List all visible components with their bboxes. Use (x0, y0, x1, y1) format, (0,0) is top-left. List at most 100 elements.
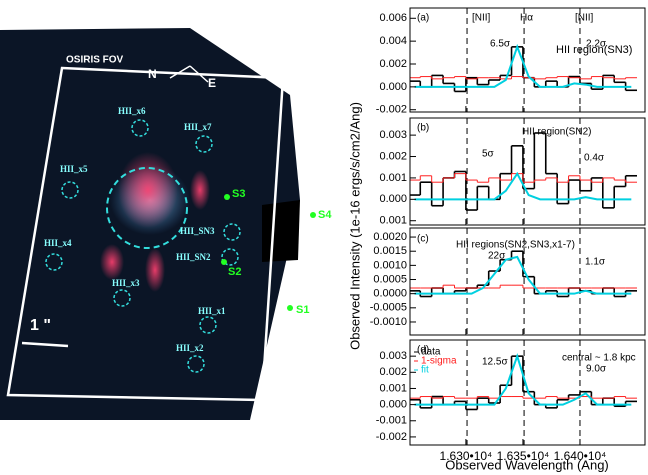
annotation: 22σ (488, 251, 506, 262)
source-dot (221, 259, 227, 265)
source-dot (224, 194, 230, 200)
image-label: S3 (232, 188, 245, 200)
y-tick-label: -0.0010 (370, 316, 407, 328)
image-label: N (148, 67, 157, 81)
annotation: 2.2σ (586, 39, 607, 50)
region-circle (199, 316, 217, 334)
region-circle (187, 355, 205, 373)
region-circle (221, 248, 239, 266)
image-label: HII_x3 (112, 278, 140, 288)
region-circle (195, 135, 213, 153)
image-label: S1 (296, 304, 309, 316)
annotation: (d) (417, 345, 429, 356)
y-tick-label: 0.0020 (373, 231, 407, 243)
image-label: OSIRIS FOV (66, 55, 124, 66)
y-tick-label: -0.0005 (370, 302, 407, 314)
image-label: HII_x5 (60, 164, 88, 174)
image-label: 1 " (30, 317, 51, 334)
annotation: (c) (417, 234, 429, 245)
image-label: S2 (228, 266, 241, 278)
annotation: central ~ 1.8 kpc (562, 353, 636, 364)
annotation: [NII] (472, 13, 491, 24)
y-tick-label: 0.001 (379, 382, 407, 394)
image-label: HII_SN3 (180, 226, 215, 236)
source-dot (310, 212, 316, 218)
y-tick-label: -0.002 (376, 431, 407, 443)
frame (409, 7, 646, 113)
y-tick-label: 0.000 (379, 399, 407, 411)
y-tick-label: -0.001 (376, 415, 407, 427)
y-tick-label: -0.002 (376, 104, 407, 116)
annotation: 5σ (482, 149, 495, 160)
fov-box (6, 66, 285, 402)
annotation: 12.5σ (482, 357, 508, 368)
annotation: HII region(SN3) (556, 44, 632, 56)
image-label: E (208, 76, 216, 90)
annotation: HII region(SN2) (522, 127, 591, 138)
x-tick-label: 1.640•10⁴ (554, 449, 607, 463)
annotation: HII regions(SN2,SN3,x1-7) (456, 240, 575, 251)
scale-bar (21, 341, 69, 348)
annotation: [NII] (575, 13, 594, 24)
y-tick-label: 0.006 (379, 12, 407, 24)
image-label: S4 (318, 209, 332, 221)
region-circle (131, 119, 149, 137)
annotation: (a) (417, 13, 429, 24)
y-tick-label: 0.002 (379, 58, 407, 70)
legend-label: data (421, 347, 441, 358)
annotation: 1.1σ (585, 257, 606, 268)
blob (190, 170, 210, 210)
sky-image: OSIRIS FOV N E HII_x6 HII_x7 HII_x5 S3 S4 HII_SN… (0, 28, 332, 420)
region-circle (113, 289, 131, 307)
y-tick-label: 0.000 (379, 193, 407, 205)
region-circle (223, 223, 241, 241)
y-tick-label: 0.0010 (373, 259, 407, 271)
compass (169, 65, 209, 83)
image-label: HII_x6 (118, 106, 146, 116)
annotation: 9.0σ (586, 364, 607, 375)
y-axis-label: Observed Intensity (1e-16 ergs/s/cm2/Ang… (347, 102, 362, 350)
legend-label: fit (421, 365, 429, 376)
frame (409, 227, 646, 336)
central-circle (106, 167, 188, 249)
y-tick-label: 0.0015 (373, 245, 407, 257)
y-tick-label: 0.0005 (373, 273, 407, 285)
annotation: 0.4σ (584, 153, 605, 164)
plot-area (410, 8, 638, 112)
y-tick-label: 0.000 (379, 81, 407, 93)
annotation: (b) (417, 123, 429, 134)
y-tick-label: 0.002 (379, 366, 407, 378)
x-axis-label: Observed Wavelength (Ang) (445, 457, 609, 472)
annotation: 6.5σ (490, 39, 511, 50)
image-label: HII_x1 (198, 306, 226, 316)
region-circle (61, 181, 79, 199)
x-tick-label: 1.635•10⁴ (497, 449, 550, 463)
image-label: HII_x2 (176, 343, 204, 353)
image-label: HII_x7 (184, 122, 212, 132)
annotation: Hα (520, 13, 533, 24)
frame (409, 339, 646, 446)
frame (409, 117, 646, 226)
fit-line (414, 43, 632, 88)
y-tick-label: 0.004 (379, 35, 407, 47)
y-tick-label: 0.003 (379, 129, 407, 141)
fit-line (414, 352, 632, 406)
blob (145, 248, 165, 292)
y-tick-label: 0.002 (379, 150, 407, 162)
y-tick-label: 0.003 (379, 350, 407, 362)
source-dot (287, 305, 293, 311)
legend-label: 1-sigma (421, 356, 457, 367)
plot-area (410, 118, 638, 225)
y-tick-label: 0.001 (379, 172, 407, 184)
image-label: HII_SN2 (176, 252, 211, 262)
fit-line (414, 255, 632, 295)
plot-area (410, 340, 638, 445)
fit-line (414, 171, 632, 201)
region-circle (45, 253, 63, 271)
image-gap (262, 200, 300, 262)
y-tick-label: 0.0000 (373, 288, 407, 300)
image-label: HII_x4 (44, 238, 72, 248)
plot-area (410, 228, 638, 335)
y-tick-label: 0.001 (379, 215, 407, 227)
